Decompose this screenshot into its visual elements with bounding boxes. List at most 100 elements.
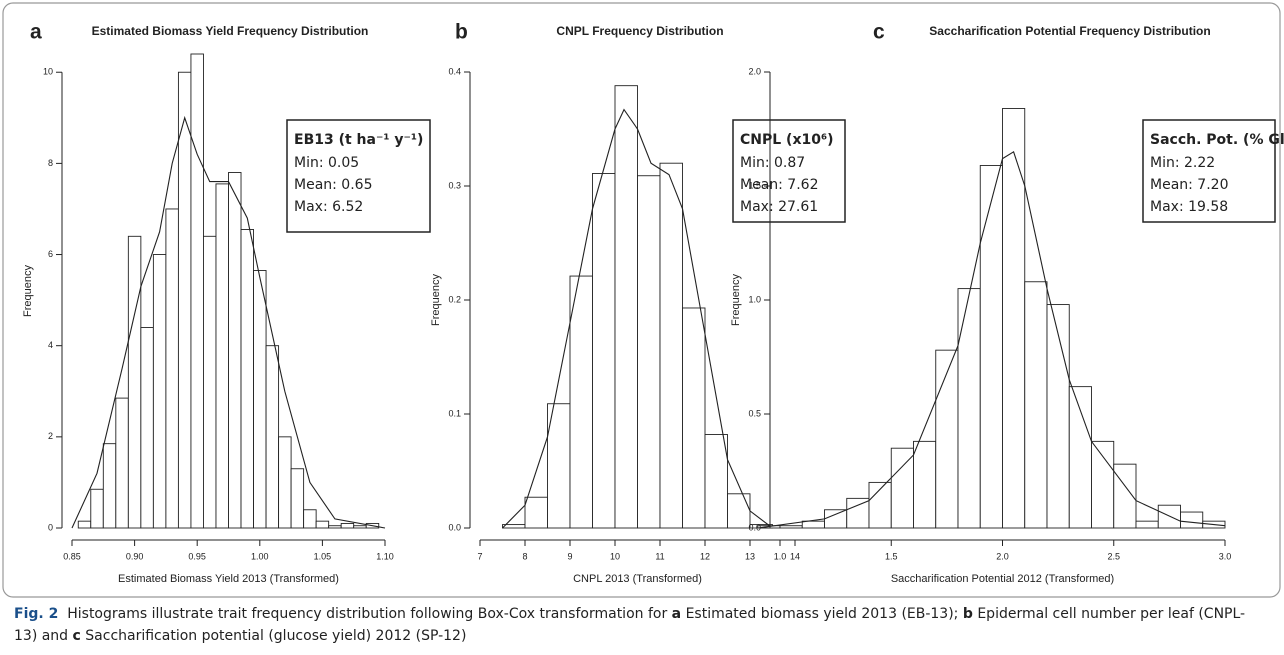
panel-letter: b	[455, 21, 468, 44]
x-tick-label: 0.95	[188, 551, 206, 561]
y-tick-label: 2.0	[748, 66, 761, 76]
y-tick-label: 10	[43, 67, 53, 77]
caption-label: Fig. 2	[14, 606, 59, 622]
caption-text: Estimated biomass yield 2013 (EB-13);	[681, 606, 963, 622]
bar	[637, 175, 661, 529]
y-tick-label: 1.5	[748, 180, 761, 190]
bar	[328, 525, 342, 529]
bar	[682, 307, 706, 529]
caption-text: c	[72, 628, 81, 644]
x-axis-label: CNPL 2013 (Transformed)	[573, 573, 702, 585]
bar	[127, 235, 142, 529]
caption-text: a	[671, 606, 682, 622]
bar	[90, 488, 104, 529]
y-tick-label: 0.0	[748, 522, 761, 532]
bar	[659, 162, 683, 529]
panel-letter: c	[873, 21, 885, 44]
bar	[824, 509, 848, 529]
bar	[913, 440, 937, 529]
y-axis-label: Frequency	[430, 274, 442, 326]
y-tick-label: 0	[48, 522, 53, 532]
bar	[1002, 108, 1026, 529]
figure: a Estimated Biomass Yield Frequency Distr…	[2, 2, 1284, 598]
y-tick-label: 1.0	[748, 294, 761, 304]
x-tick-label: 1.05	[314, 551, 332, 561]
bar	[340, 522, 355, 529]
bar	[353, 525, 367, 529]
bar	[1180, 511, 1204, 529]
bar	[253, 270, 267, 529]
bar	[265, 345, 280, 529]
annotation-line: Min: 0.05	[294, 155, 359, 171]
x-tick-label: 13	[745, 551, 755, 561]
x-tick-label: 2.5	[1107, 551, 1120, 561]
annotation-title: EB13 (t ha⁻¹ y⁻¹)	[294, 132, 423, 148]
annotation-line: Min: 0.87	[740, 155, 805, 171]
annotation-box	[286, 119, 431, 233]
bar	[890, 447, 914, 529]
panel-letter: a	[30, 21, 42, 44]
bar	[228, 172, 242, 529]
x-tick-label: 3.0	[1219, 551, 1232, 561]
y-tick-label: 0.5	[748, 408, 761, 418]
bar	[240, 229, 254, 529]
bar	[215, 183, 229, 529]
y-tick-label: 4	[48, 340, 53, 350]
bar	[315, 520, 330, 529]
caption-text: Histograms illustrate trait frequency di…	[67, 606, 672, 622]
bar	[614, 85, 638, 529]
density-curve	[757, 150, 1226, 529]
bar	[1024, 281, 1048, 529]
annotation-title: Sacch. Pot. (% Glu)	[1150, 132, 1284, 148]
x-tick-label: 14	[790, 551, 800, 561]
bar	[779, 525, 803, 529]
annotation-line: Max: 6.52	[294, 199, 363, 215]
bar	[1091, 440, 1115, 529]
bar	[102, 443, 117, 529]
bar	[190, 53, 204, 529]
y-axis-label: Frequency	[22, 265, 34, 317]
y-tick-label: 2	[48, 431, 53, 441]
bar	[592, 173, 616, 529]
y-tick-label: 8	[48, 158, 53, 168]
bar	[569, 275, 593, 529]
x-axis-label: Saccharification Potential 2012 (Transfo…	[891, 573, 1114, 585]
annotation-title: CNPL (x10⁶)	[740, 132, 834, 148]
bar	[177, 71, 192, 529]
x-tick-label: 1.00	[251, 551, 269, 561]
bar	[290, 468, 305, 529]
x-tick-label: 11	[655, 551, 664, 561]
x-tick-label: 8	[522, 551, 527, 561]
y-axis-label: Frequency	[730, 274, 742, 326]
bar	[165, 208, 179, 529]
bar	[704, 434, 728, 529]
density-curve	[502, 108, 773, 529]
x-tick-label: 1.10	[376, 551, 394, 561]
caption-text: Saccharification potential (glucose yiel…	[80, 628, 467, 644]
bar	[979, 165, 1003, 529]
x-tick-label: 9	[567, 551, 572, 561]
y-tick-label: 6	[48, 249, 53, 259]
caption-text: Epidermal cell number per leaf (CNPL-13)…	[14, 606, 1246, 644]
x-tick-label: 12	[700, 551, 710, 561]
bar	[935, 349, 959, 529]
bar	[846, 497, 870, 529]
x-axis-label: Estimated Biomass Yield 2013 (Transforme…	[118, 573, 339, 585]
annotation-line: Min: 2.22	[1150, 155, 1215, 171]
bar	[152, 254, 167, 529]
y-tick-label: 0.4	[448, 66, 461, 76]
figure-border	[2, 2, 1281, 598]
x-tick-label: 7	[477, 551, 482, 561]
annotation-line: Mean: 7.62	[740, 177, 818, 193]
bar	[278, 436, 292, 529]
bar	[957, 288, 981, 529]
chart-title: CNPL Frequency Distribution	[556, 24, 723, 38]
x-tick-label: 2.0	[996, 551, 1009, 561]
annotation-line: Max: 27.61	[740, 199, 818, 215]
annotation-box	[732, 119, 846, 223]
annotation-box	[1142, 119, 1276, 223]
bar	[801, 520, 825, 529]
y-tick-label: 0.1	[448, 408, 461, 418]
bar	[1046, 304, 1070, 529]
